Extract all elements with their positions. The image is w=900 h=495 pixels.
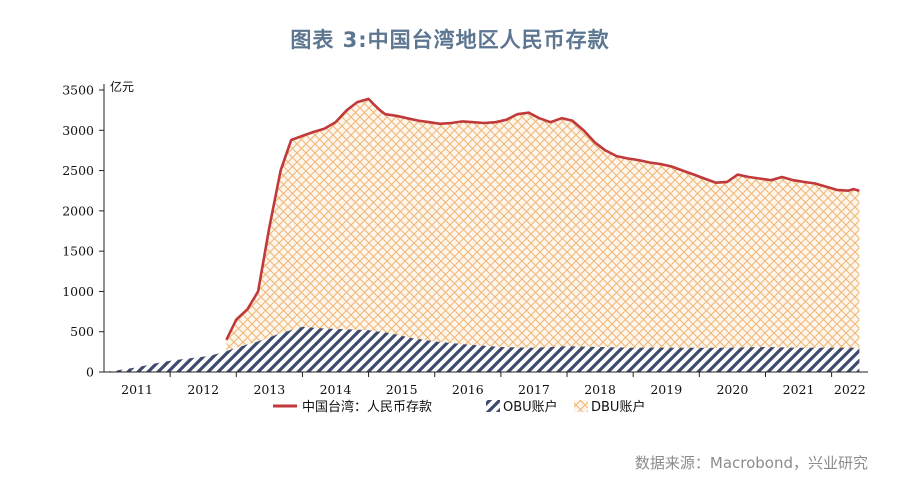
x-tick-label: 2015	[386, 382, 418, 397]
y-tick-label: 1000	[62, 284, 94, 299]
y-axis-unit: 亿元	[110, 79, 134, 94]
x-tick-label: 2012	[187, 382, 219, 397]
legend-label-dbu: DBU账户	[591, 399, 645, 415]
x-tick-label: 2020	[716, 382, 748, 397]
y-tick-label: 500	[70, 324, 94, 339]
legend-label-obu: OBU账户	[503, 399, 558, 415]
x-tick-label: 2022	[834, 382, 866, 397]
x-tick-label: 2019	[650, 382, 682, 397]
legend-swatch-obu	[486, 400, 500, 412]
y-tick-label: 3000	[62, 123, 94, 138]
obu-area	[104, 326, 860, 372]
total-deposits-line	[225, 97, 860, 341]
x-tick-label: 2017	[518, 382, 550, 397]
x-tick-label: 2021	[783, 382, 815, 397]
x-tick-label: 2011	[121, 382, 153, 397]
source-note: 数据来源：Macrobond，兴业研究	[634, 454, 868, 472]
y-tick-label: 3500	[62, 83, 94, 98]
y-tick-label: 2500	[62, 163, 94, 178]
y-tick-label: 1500	[62, 244, 94, 259]
dbu-area	[226, 98, 860, 373]
y-tick-label: 0	[86, 365, 94, 380]
x-tick-label: 2014	[320, 382, 352, 397]
legend-label-total: 中国台湾：人民币存款	[302, 399, 432, 415]
x-tick-label: 2016	[452, 382, 484, 397]
y-tick-label: 2000	[62, 203, 94, 218]
chart-title: 图表 3:中国台湾地区人民币存款	[290, 28, 610, 52]
x-tick-label: 2018	[584, 382, 616, 397]
legend-swatch-dbu	[574, 400, 588, 412]
x-tick-label: 2013	[253, 382, 285, 397]
deposit-area-chart: 0 500 1000 1500 2000 2500 3000 3500 亿元 2011 2012 20…	[62, 79, 868, 415]
